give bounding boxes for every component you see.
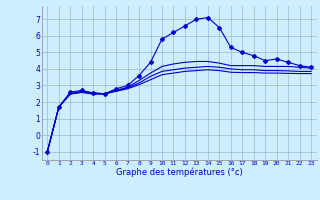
- X-axis label: Graphe des températures (°c): Graphe des températures (°c): [116, 168, 243, 177]
